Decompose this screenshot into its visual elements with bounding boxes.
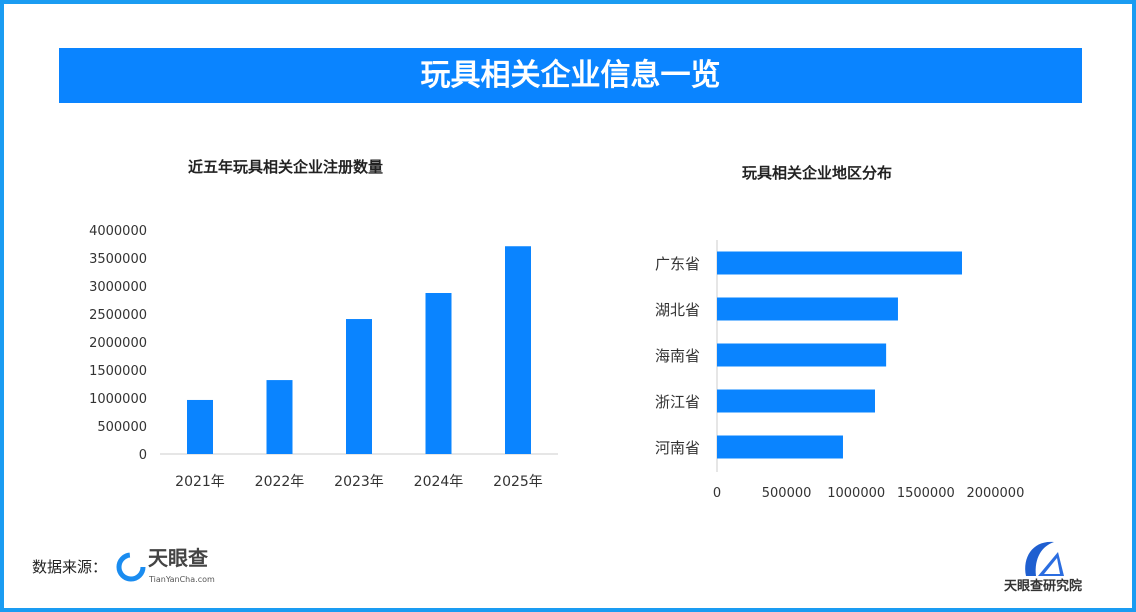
bar-广东省 (717, 251, 962, 275)
bar-2021年 (187, 399, 213, 454)
y-tick-label: 2500000 (89, 308, 147, 323)
page-title: 玩具相关企业信息一览 (59, 48, 1082, 103)
y-tick-label: 浙江省 (655, 393, 700, 411)
tianyancha-logo-icon (116, 552, 146, 582)
x-tick-label: 2000000 (966, 486, 1024, 501)
y-tick-label: 500000 (97, 420, 147, 435)
bar-2023年 (346, 319, 372, 454)
y-tick-label: 广东省 (655, 255, 700, 273)
y-tick-label: 3500000 (89, 252, 147, 267)
x-tick-label: 2021年 (175, 474, 225, 490)
y-tick-label: 1500000 (89, 364, 147, 379)
x-tick-label: 1000000 (827, 486, 885, 501)
x-tick-label: 2023年 (334, 474, 384, 490)
bar-2022年 (266, 380, 293, 454)
x-tick-label: 2024年 (414, 474, 464, 490)
left-chart-title: 近五年玩具相关企业注册数量 (188, 158, 384, 176)
source-label: 数据来源： (32, 558, 108, 576)
x-tick-label: 2025年 (493, 474, 543, 490)
y-tick-label: 0 (139, 448, 147, 463)
x-tick-label: 0 (713, 486, 721, 501)
institute-logo-icon (1025, 541, 1064, 576)
y-tick-label: 2000000 (89, 336, 147, 351)
bar-海南省 (717, 343, 887, 367)
source-logo-sub: TianYanCha.com (149, 575, 215, 584)
bar-浙江省 (717, 389, 875, 413)
y-tick-label: 1000000 (89, 392, 147, 407)
source-logo-text: 天眼查 (148, 546, 208, 570)
right-chart-title: 玩具相关企业地区分布 (742, 164, 893, 182)
x-tick-label: 1500000 (897, 486, 955, 501)
bar-2025年 (505, 246, 531, 454)
x-tick-label: 2022年 (255, 474, 305, 490)
y-tick-label: 海南省 (655, 347, 700, 365)
institute-name: 天眼查研究院 (1004, 579, 1083, 594)
y-tick-label: 3000000 (89, 280, 147, 295)
bar-2024年 (425, 293, 452, 454)
x-tick-label: 500000 (762, 486, 812, 501)
y-tick-label: 河南省 (655, 439, 700, 457)
bar-河南省 (717, 435, 843, 459)
y-tick-label: 4000000 (89, 224, 147, 239)
bar-湖北省 (717, 297, 898, 321)
y-tick-label: 湖北省 (655, 301, 700, 319)
